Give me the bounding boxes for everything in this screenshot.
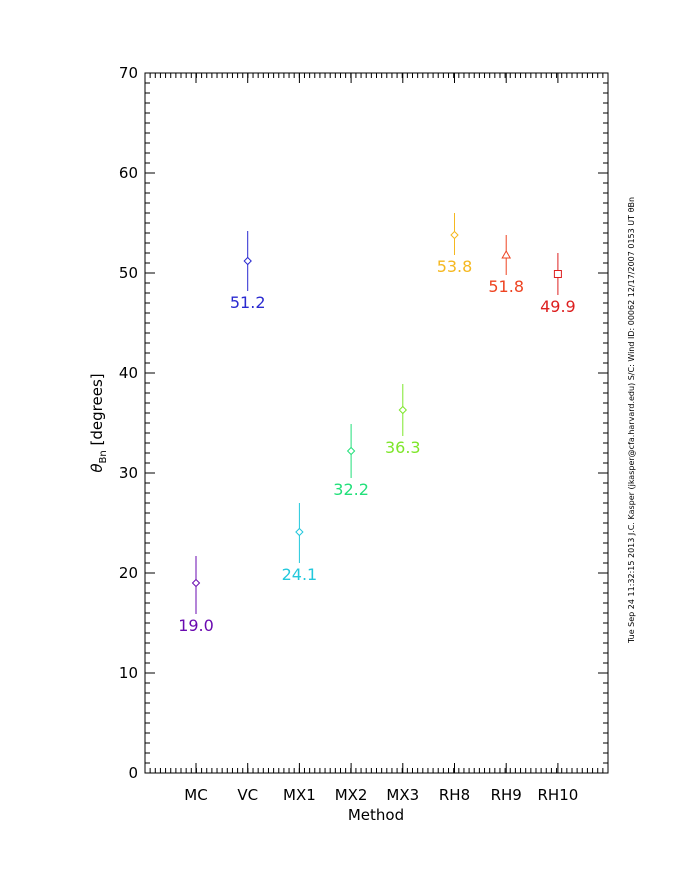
x-axis-title: Method: [348, 806, 404, 824]
y-tick-label: 0: [128, 764, 138, 782]
y-tick-label: 30: [119, 464, 138, 482]
y-axis-symbol: θ: [88, 463, 106, 472]
x-tick-label: MX3: [386, 786, 419, 804]
x-tick-label: MC: [184, 786, 207, 804]
data-label: 32.2: [333, 480, 369, 499]
svg-text:θBn [degrees]: θBn [degrees]: [88, 373, 109, 472]
x-tick-label: RH9: [491, 786, 522, 804]
data-label: 19.0: [178, 616, 214, 635]
diamond-marker: [191, 578, 201, 588]
y-axis-title: θBn [degrees]: [88, 373, 109, 472]
footer-text: Tue Sep 24 11:32:15 2013 J.C. Kasper (jk…: [627, 197, 636, 644]
data-point-mx3: 36.3: [385, 384, 421, 457]
x-tick-label: MX1: [283, 786, 316, 804]
diamond-marker: [398, 405, 408, 415]
x-tick-label: RH8: [439, 786, 470, 804]
y-tick-label: 20: [119, 564, 138, 582]
data-label: 51.8: [488, 277, 524, 296]
data-point-rh10: 49.9: [540, 253, 576, 316]
data-point-vc: 51.2: [230, 231, 266, 312]
y-axis-subscript: Bn: [98, 450, 109, 463]
data-point-rh9: 51.8: [488, 235, 524, 296]
data-point-rh8: 53.8: [437, 213, 473, 276]
y-tick-label: 10: [119, 664, 138, 682]
diamond-marker: [295, 527, 304, 537]
diamond-marker: [450, 230, 459, 240]
y-tick-label: 50: [119, 264, 138, 282]
y-tick-label: 40: [119, 364, 138, 382]
data-label: 36.3: [385, 438, 421, 457]
data-label: 24.1: [282, 565, 318, 584]
data-points: 19.0 51.2 24.1 32.2 36.3 53.8 51.8 49.9: [178, 213, 576, 635]
x-axis: MC VC MX1 MX2 MX3 RH8 RH9 RH10: [184, 73, 578, 804]
data-point-mx2: 32.2: [333, 424, 369, 499]
y-tick-label: 60: [119, 164, 138, 182]
y-tick-label: 70: [119, 64, 138, 82]
data-point-mx1: 24.1: [282, 503, 318, 584]
diamond-marker: [243, 256, 252, 266]
data-label: 51.2: [230, 293, 266, 312]
x-tick-label: VC: [237, 786, 258, 804]
plot-frame: [144, 72, 609, 774]
square-marker: [553, 270, 562, 278]
triangle-marker: [501, 249, 512, 259]
x-tick-label: RH10: [538, 786, 579, 804]
minor-ticks: [145, 73, 608, 773]
data-label: 49.9: [540, 297, 576, 316]
diamond-marker: [346, 446, 356, 456]
x-tick-label: MX2: [335, 786, 368, 804]
data-label: 53.8: [437, 257, 473, 276]
data-point-mc: 19.0: [178, 556, 214, 635]
y-axis: 0 10 20 30 40 50 60 70: [119, 64, 608, 782]
y-axis-unit: [degrees]: [88, 373, 106, 445]
